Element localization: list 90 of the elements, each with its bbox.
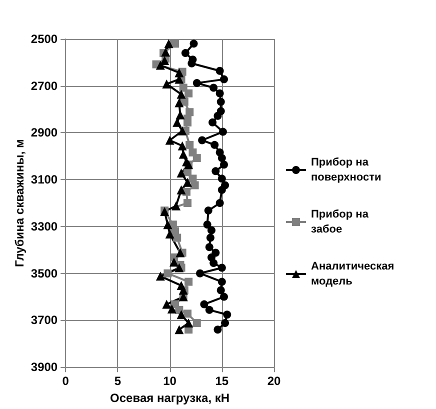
x-tick-label: 15 [215, 374, 229, 388]
point [160, 56, 170, 66]
point [178, 141, 187, 150]
point [220, 292, 228, 301]
point [174, 263, 184, 272]
y-axis-title: Глубина скважины, м [12, 138, 27, 267]
point [167, 304, 176, 314]
point [216, 66, 224, 75]
point [172, 201, 181, 210]
legend-label: Прибор на поверхности [311, 156, 382, 184]
point [218, 264, 226, 272]
point [165, 136, 174, 145]
point [192, 79, 201, 88]
y-tick-label: 3900 [30, 360, 58, 374]
point [216, 199, 224, 208]
point [163, 220, 172, 230]
point [184, 310, 192, 318]
y-tick-label: 3300 [30, 219, 58, 234]
point [176, 248, 185, 258]
point [204, 206, 212, 215]
point [183, 178, 192, 187]
point [216, 286, 225, 294]
point [218, 278, 226, 286]
point [208, 118, 217, 126]
y-tick-label: 3700 [30, 313, 58, 328]
point [214, 112, 222, 120]
x-axis-title: Осевая нагрузка, кН [110, 391, 230, 405]
point [184, 318, 194, 328]
point [220, 75, 228, 84]
point [223, 310, 232, 319]
x-tick-label: 10 [163, 374, 177, 388]
point [220, 160, 228, 169]
point [190, 40, 198, 48]
point [171, 40, 180, 48]
point [156, 60, 165, 70]
y-tick-label: 2900 [30, 126, 58, 140]
y-tick-label: 2500 [30, 32, 58, 46]
point [190, 181, 199, 190]
legend-label: Прибор на забое [311, 208, 370, 236]
point [165, 229, 174, 238]
point [198, 136, 206, 144]
point [203, 220, 212, 229]
point [218, 186, 226, 194]
point [184, 89, 193, 98]
point [174, 325, 184, 334]
point [176, 110, 185, 120]
y-tick-label: 3500 [30, 266, 58, 280]
point [192, 154, 201, 162]
point [162, 79, 172, 88]
point [176, 90, 186, 99]
point [164, 269, 172, 278]
point [196, 269, 204, 278]
point [156, 272, 165, 281]
legend-label: Аналитическая модель [311, 260, 394, 288]
point [184, 199, 192, 208]
point [169, 258, 178, 267]
point [221, 319, 230, 328]
y-tick-label: 2700 [30, 78, 58, 93]
point [178, 150, 188, 159]
point [174, 98, 184, 108]
point [210, 140, 219, 149]
point [192, 319, 201, 328]
point [207, 226, 216, 234]
point [210, 84, 218, 92]
point [161, 48, 170, 57]
y-tick-label: 3100 [30, 172, 58, 187]
point [218, 154, 226, 162]
point [214, 326, 222, 334]
point [218, 128, 227, 136]
point [212, 167, 220, 176]
x-tick-label: 20 [267, 374, 281, 388]
point [200, 300, 208, 308]
point [181, 49, 190, 58]
x-tick-label: 5 [114, 374, 122, 388]
point [184, 278, 193, 286]
point [186, 140, 194, 149]
point [206, 234, 214, 242]
point [178, 126, 187, 136]
point [210, 259, 218, 268]
point [164, 39, 174, 48]
point [176, 310, 186, 320]
point [216, 89, 224, 98]
point [173, 234, 182, 242]
x-tick-label: 0 [62, 374, 70, 388]
point [216, 98, 225, 106]
point [176, 168, 186, 178]
point [176, 185, 186, 194]
point [218, 174, 226, 183]
point [205, 243, 214, 252]
point [205, 306, 214, 314]
